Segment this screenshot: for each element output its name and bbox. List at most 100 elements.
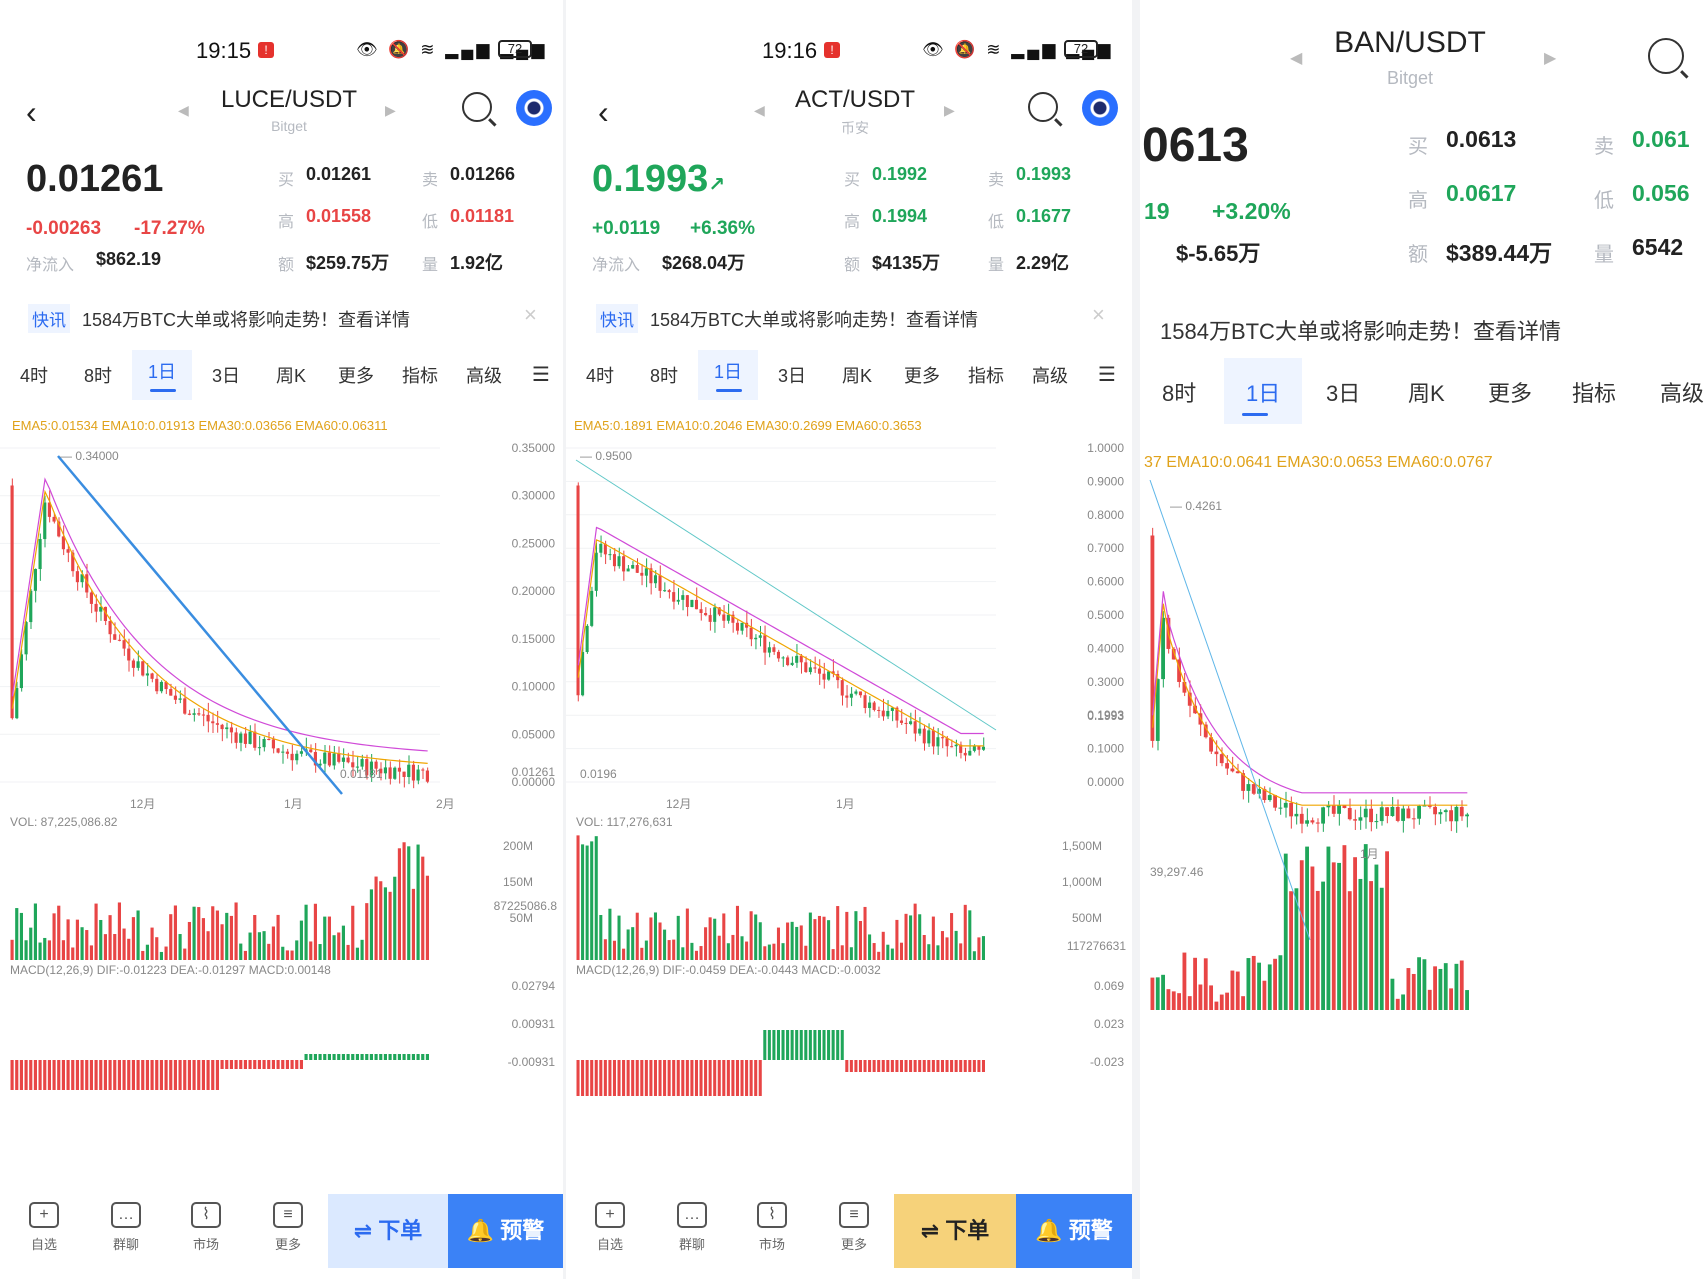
chart-settings-icon[interactable]: ☰: [1098, 364, 1116, 386]
volume-bar: [1374, 864, 1379, 1010]
tab-more[interactable]: 更多: [904, 366, 940, 386]
tab-weekly[interactable]: 周K: [842, 366, 873, 386]
alert-button[interactable]: 🔔 预警: [1016, 1194, 1132, 1268]
candle-body: [845, 695, 849, 698]
tab-weekly[interactable]: 周K: [1408, 381, 1445, 406]
tab-8h[interactable]: 8时: [1162, 381, 1197, 406]
next-pair-icon[interactable]: ▶: [1544, 50, 1557, 67]
candle-body: [234, 732, 238, 743]
prev-pair-icon[interactable]: ◀: [178, 102, 189, 118]
news-text[interactable]: 1584万BTC大单或将影响走势！查看详情: [82, 310, 411, 330]
macd-bar: [318, 1054, 322, 1060]
candle-body: [749, 627, 753, 640]
tab-4h[interactable]: 4时: [20, 366, 49, 386]
tab-1d[interactable]: 1日: [1224, 358, 1303, 424]
tab-weekly[interactable]: 周K: [276, 366, 307, 386]
search-icon[interactable]: [1648, 38, 1684, 74]
news-banner[interactable]: 快讯 1584万BTC大单或将影响走势！查看详情 ×: [566, 302, 1132, 333]
tab-indicators[interactable]: 指标: [402, 366, 438, 386]
market-button[interactable]: ⌇ 市场: [176, 1202, 236, 1253]
price-tick-label: 0.6000: [1087, 575, 1124, 589]
close-icon[interactable]: ×: [524, 302, 537, 327]
macd-bar: [581, 1060, 585, 1096]
tab-more[interactable]: 更多: [1488, 381, 1533, 406]
month-label: 1月: [284, 797, 303, 811]
chat-button[interactable]: … 群聊: [96, 1202, 156, 1253]
candle-body: [197, 713, 201, 715]
pair-title[interactable]: LUCE/USDT: [220, 86, 358, 113]
search-icon[interactable]: [462, 92, 492, 122]
watchlist-button[interactable]: + 自选: [14, 1202, 74, 1253]
news-text[interactable]: 1584万BTC大单或将影响走势！查看详情: [650, 310, 979, 330]
tab-advanced[interactable]: 高级: [1660, 381, 1705, 406]
volume-bar: [1235, 971, 1240, 1010]
chat-label: 群聊: [112, 1237, 139, 1252]
tab-3d[interactable]: 3日: [1326, 381, 1361, 406]
prev-pair-icon[interactable]: ◀: [754, 102, 765, 118]
candle-body: [699, 609, 703, 614]
tab-8h[interactable]: 8时: [84, 366, 113, 386]
net-inflow-value: $268.04万: [662, 253, 746, 273]
volume-bar: [1150, 977, 1155, 1010]
news-banner[interactable]: 1584万BTC大单或将影响走势！查看详情: [1140, 310, 1706, 344]
alert-button[interactable]: 🔔 预警: [448, 1194, 563, 1268]
tab-advanced[interactable]: 高级: [466, 366, 502, 386]
tab-4h[interactable]: 4时: [586, 366, 615, 386]
order-button[interactable]: ⇌ 下单: [328, 1194, 448, 1268]
candle-body: [131, 660, 135, 668]
volume-tick-label: 150M: [503, 875, 533, 889]
macd-bar: [309, 1054, 313, 1060]
volume-bar: [173, 905, 177, 960]
volume-bar: [225, 912, 229, 960]
tab-more[interactable]: 更多: [338, 366, 374, 386]
more-button[interactable]: ≡ 更多: [824, 1202, 884, 1253]
next-pair-icon[interactable]: ▶: [944, 102, 955, 118]
back-icon[interactable]: ‹: [26, 94, 37, 130]
close-icon[interactable]: ×: [1092, 302, 1105, 327]
prev-pair-icon[interactable]: ◀: [1290, 50, 1303, 67]
candle-body: [781, 657, 785, 659]
tab-advanced[interactable]: 高级: [1032, 366, 1068, 386]
watchlist-label: 自选: [30, 1237, 57, 1252]
macd-bar: [817, 1030, 821, 1060]
tab-1d[interactable]: 1日: [132, 350, 193, 400]
volume-label: 量: [988, 257, 1005, 274]
assistant-bot-icon[interactable]: [1082, 90, 1118, 126]
macd-bar: [33, 1060, 37, 1090]
assistant-bot-icon[interactable]: [516, 90, 552, 126]
volume-bar: [183, 948, 187, 960]
candle-body: [877, 709, 881, 711]
back-icon[interactable]: ‹: [598, 94, 609, 130]
search-icon[interactable]: [1028, 92, 1058, 122]
news-text[interactable]: 1584万BTC大单或将影响走势！查看详情: [1160, 319, 1561, 344]
volume-bar: [1438, 968, 1443, 1010]
tab-indicators[interactable]: 指标: [968, 366, 1004, 386]
pair-title[interactable]: BAN/USDT: [1334, 26, 1486, 59]
volume-bar: [234, 902, 238, 960]
tab-3d[interactable]: 3日: [212, 366, 241, 386]
low-price: 0.01181: [450, 206, 515, 226]
candle-body: [813, 667, 817, 669]
tab-1d[interactable]: 1日: [698, 350, 759, 400]
more-button[interactable]: ≡ 更多: [258, 1202, 318, 1253]
chat-button[interactable]: … 群聊: [662, 1202, 722, 1253]
volume-bar: [332, 935, 336, 960]
pair-title[interactable]: ACT/USDT: [795, 86, 915, 113]
next-pair-icon[interactable]: ▶: [385, 102, 396, 118]
tab-3d[interactable]: 3日: [778, 366, 807, 386]
chart-settings-icon[interactable]: ☰: [532, 364, 550, 386]
kline-chart[interactable]: 0.35000 0.30000 0.25000 0.20000 0.15000 0.100…: [0, 430, 563, 1190]
tab-8h[interactable]: 8时: [650, 366, 679, 386]
volume-bar: [1465, 990, 1469, 1010]
market-button[interactable]: ⌇ 市场: [742, 1202, 802, 1253]
net-inflow-label: 净流入: [26, 257, 75, 274]
order-button[interactable]: ⇌ 下单: [894, 1194, 1016, 1268]
candle-body: [1427, 805, 1432, 807]
kline-chart[interactable]: 1.0000 0.9000 0.8000 0.7000 0.6000 0.5000 0.40…: [566, 430, 1132, 1190]
volume-bar: [257, 932, 261, 960]
tab-indicators[interactable]: 指标: [1572, 381, 1617, 406]
candle-body: [337, 753, 341, 762]
kline-chart[interactable]: — 0.4261 1月 39,297.46: [1140, 480, 1706, 1270]
watchlist-button[interactable]: + 自选: [580, 1202, 640, 1253]
news-banner[interactable]: 快讯 1584万BTC大单或将影响走势！查看详情 ×: [0, 302, 563, 333]
